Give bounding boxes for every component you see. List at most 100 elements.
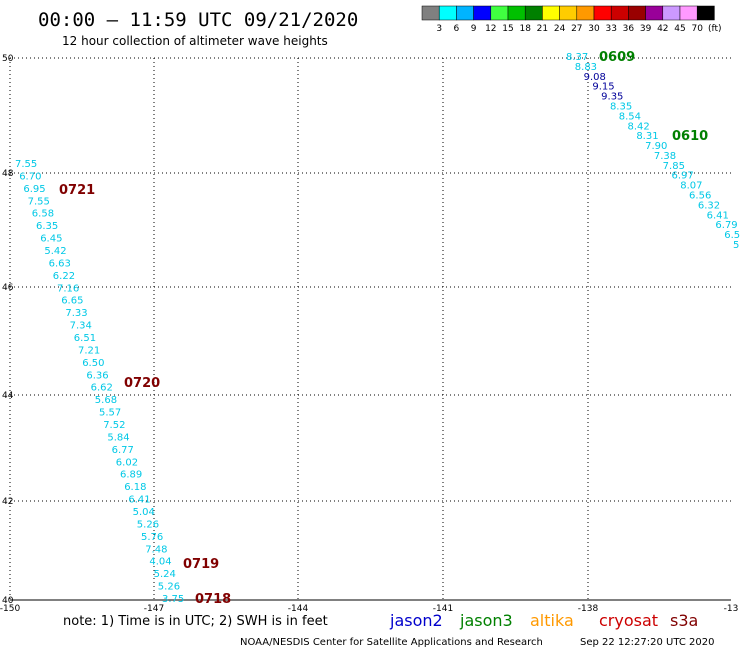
pass-time-label: 0718 (195, 592, 231, 607)
wave-height-label: 5.57 (99, 408, 121, 419)
lon-tick-label: -147 (144, 604, 164, 614)
wave-height-label: 9.15 (592, 82, 614, 93)
wave-height-label: 4.04 (149, 557, 171, 568)
wave-height-label: 7.85 (663, 161, 685, 172)
scale-swatch (473, 5, 492, 21)
wave-height-label: 6.51 (74, 333, 96, 344)
wave-height-label: 7.33 (65, 308, 87, 319)
scale-label: 12 (485, 24, 496, 34)
wave-height-label: 5.68 (95, 395, 117, 406)
satellite-legend-cryosat: cryosat (599, 611, 658, 630)
wave-height-label: 6.77 (112, 445, 134, 456)
axis-labels: -150 -147 -144 -141 -138 -13 50 48 46 44 42 40 (0, 54, 738, 614)
scale-swatch (438, 5, 457, 21)
wave-height-label: 6.5 (724, 230, 740, 241)
wave-height-label: 7.16 (57, 283, 79, 294)
satellite-legend-jason3: jason3 (459, 611, 513, 630)
wave-height-label: 6.36 (86, 370, 108, 381)
pass-time-label: 0721 (59, 183, 95, 198)
scale-swatch (421, 5, 440, 21)
wave-height-label: 8.31 (636, 131, 658, 142)
scale-label: 33 (605, 24, 616, 34)
wave-height-label: 6.18 (124, 482, 146, 493)
wave-height-label: 6.70 (19, 171, 41, 182)
wave-height-label: 9.35 (601, 92, 623, 103)
satellite-tracks: 7.556.706.957.556.586.356.455.426.636.22… (15, 50, 740, 607)
wave-height-label: 7.55 (28, 196, 50, 207)
wave-height-label: 6.97 (671, 171, 693, 182)
wave-height-label: 5.24 (154, 569, 176, 580)
wave-height-label: 6.41 (128, 495, 150, 506)
lat-tick-label: 46 (2, 283, 14, 293)
lat-tick-label: 50 (2, 54, 14, 64)
scale-swatch (576, 5, 595, 21)
wave-height-label: 6.02 (116, 457, 138, 468)
wave-height-label: 5.26 (137, 519, 159, 530)
wave-height-label: 9.08 (584, 72, 606, 83)
pass-time-label: 0720 (124, 376, 160, 391)
scale-label: 15 (502, 24, 513, 34)
wave-height-label: 7.34 (70, 321, 92, 332)
wave-height-label: 6.95 (23, 184, 45, 195)
scale-label: 21 (537, 24, 548, 34)
wave-height-label: 6.56 (689, 191, 711, 202)
scale-swatch (524, 5, 543, 21)
wave-height-label: 6.79 (715, 220, 737, 231)
scale-label: 24 (554, 24, 566, 34)
lon-tick-label: -138 (578, 604, 599, 614)
color-scale-legend: 3 6 9 12 15 18 21 24 27 30 33 36 39 42 45 70 (ft) (421, 5, 722, 34)
pass-time-label: 0609 (599, 50, 635, 65)
wave-height-label: 6.65 (61, 296, 83, 307)
wave-height-label: 5.42 (44, 246, 66, 257)
scale-label: 27 (571, 24, 582, 34)
wave-height-label: 3.75 (162, 594, 184, 605)
wave-height-label: 7.52 (103, 420, 125, 431)
scale-swatch (542, 5, 560, 21)
scale-label: 36 (623, 24, 635, 34)
credit-line: NOAA/NESDIS Center for Satellite Applica… (240, 637, 543, 648)
wave-height-label: 7.48 (145, 544, 167, 555)
scale-label: 39 (640, 24, 652, 34)
track-west: 7.556.706.957.556.586.356.455.426.636.22… (15, 159, 231, 607)
scale-swatch (490, 5, 509, 21)
scale-swatch (507, 5, 526, 21)
wave-height-label: 6.63 (49, 258, 71, 269)
wave-height-label: 6.22 (53, 271, 75, 282)
lon-tick-label: -13 (724, 604, 739, 614)
wave-height-label: 7.90 (645, 141, 667, 152)
lon-tick-label: -144 (288, 604, 309, 614)
scale-label: 45 (674, 24, 685, 34)
scale-label: 18 (519, 24, 531, 34)
satellite-legend-s3a: s3a (670, 611, 698, 630)
lon-tick-label: -150 (0, 604, 20, 614)
wave-height-label: 8.54 (619, 111, 641, 122)
wave-height-label: 5.76 (141, 532, 163, 543)
scale-label: 42 (657, 24, 668, 34)
scale-swatch (662, 5, 681, 21)
wave-height-label: 6.35 (36, 221, 58, 232)
wave-height-label: 5.04 (133, 507, 155, 518)
lat-tick-label: 48 (2, 169, 14, 179)
wave-height-label: 7.55 (15, 159, 37, 170)
lat-tick-label: 44 (2, 391, 14, 401)
wave-height-label: 8.07 (680, 181, 702, 192)
wave-height-label: 8.83 (575, 62, 597, 73)
wave-height-label: 6.41 (707, 210, 729, 221)
wave-height-label: 6.62 (91, 383, 113, 394)
pass-time-label: 0610 (672, 129, 708, 144)
wave-height-label: 5 (733, 240, 739, 251)
wave-height-label: 6.45 (40, 234, 62, 245)
map-grid (9, 57, 731, 601)
wave-height-label: 6.89 (120, 470, 142, 481)
scale-label: 6 (454, 24, 460, 34)
wave-height-label: 6.58 (32, 209, 54, 220)
map-subtitle: 12 hour collection of altimeter wave hei… (62, 34, 328, 48)
map-title: 00:00 – 11:59 UTC 09/21/2020 (38, 9, 358, 31)
generated-timestamp: Sep 22 12:27:20 UTC 2020 (580, 637, 714, 648)
scale-swatch (645, 5, 664, 21)
scale-swatch (610, 5, 629, 21)
satellite-legend-altika: altika (530, 611, 574, 630)
wave-height-label: 7.38 (654, 151, 676, 162)
scale-swatch (628, 5, 646, 21)
